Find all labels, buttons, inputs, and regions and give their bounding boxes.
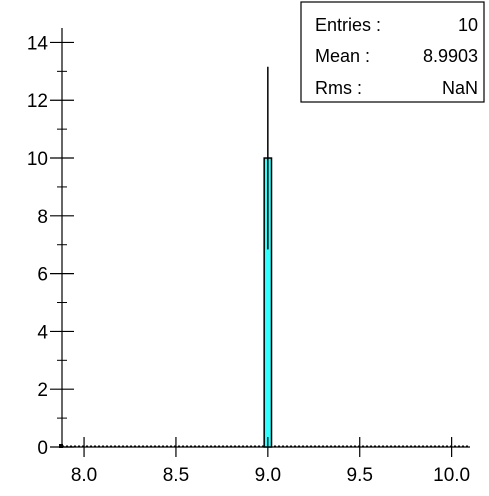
x-tick-label-0: 8.0 — [71, 465, 97, 486]
stats-entries-value: 10 — [458, 15, 478, 35]
y-tick-label-0: 0 — [37, 438, 48, 459]
x-tick-label-1: 8.5 — [163, 465, 189, 486]
y-tick-label-3: 6 — [37, 265, 48, 286]
stats-entries-label: Entries : — [315, 15, 381, 35]
y-tick-label-4: 8 — [37, 207, 48, 228]
y-tick-label-6: 12 — [27, 91, 48, 112]
stats-mean-value: 8.9903 — [423, 46, 478, 66]
histogram-bars — [264, 67, 271, 447]
x-tick-label-3: 9.5 — [347, 465, 373, 486]
stats-rms-value: NaN — [442, 78, 478, 98]
stats-mean-label: Mean : — [315, 46, 370, 66]
stats-box: Entries : 10 Mean : 8.9903 Rms : NaN — [301, 2, 484, 102]
stats-rms-label: Rms : — [315, 78, 362, 98]
y-tick-label-7: 14 — [27, 33, 49, 54]
x-tick-label-4: 10.0 — [433, 465, 470, 486]
y-tick-label-5: 10 — [27, 149, 48, 170]
tick-marks — [50, 42, 452, 457]
y-tick-label-2: 4 — [37, 322, 48, 343]
y-tick-label-1: 2 — [37, 380, 48, 401]
x-tick-label-2: 9.0 — [255, 465, 281, 486]
